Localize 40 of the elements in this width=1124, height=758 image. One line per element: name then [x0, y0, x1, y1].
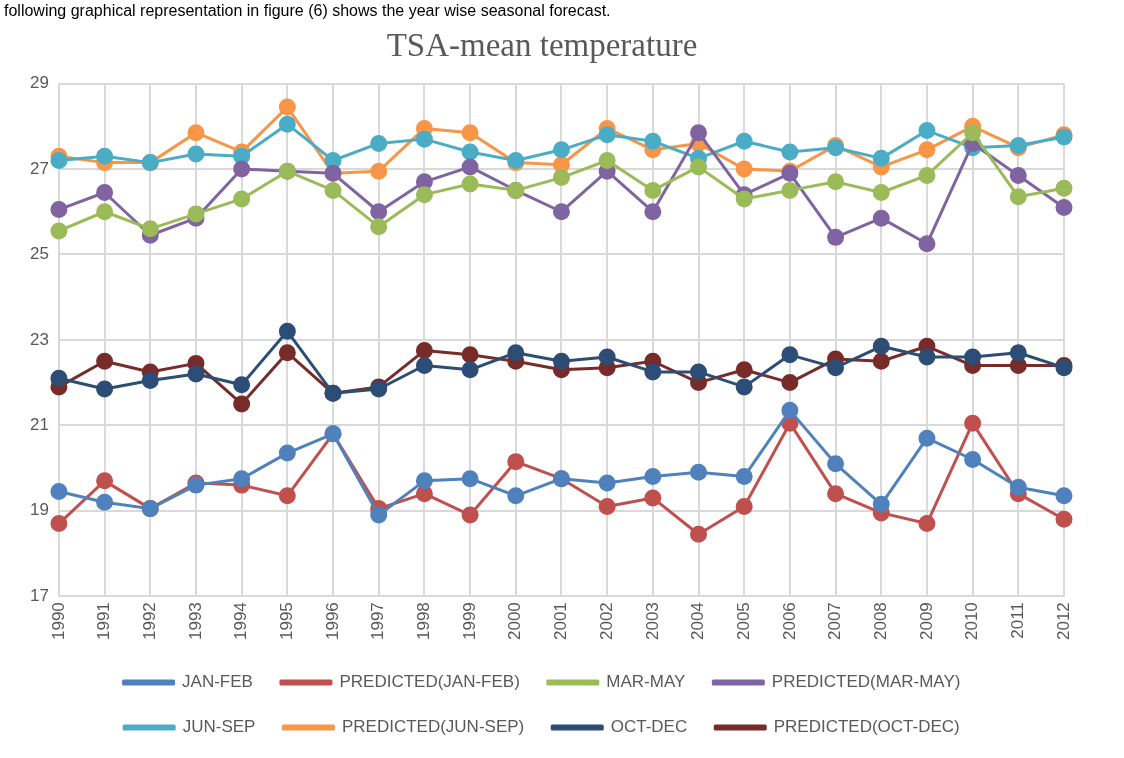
x-tick-label: 1990 [48, 602, 68, 641]
legend-label: OCT-DEC [610, 717, 688, 737]
x-tick-label: 2011 [1008, 602, 1027, 639]
x-tick-label: 1998 [414, 602, 434, 641]
x-tick-label: 2000 [505, 602, 525, 641]
x-tick-label: 1994 [231, 602, 251, 641]
x-tick-label: 1997 [368, 602, 388, 641]
legend-label: PREDICTED(OCT-DEC) [773, 717, 960, 737]
y-tick-label: 27 [29, 158, 49, 178]
legend-label: JAN-FEB [182, 672, 253, 692]
x-tick-label: 1991 [94, 602, 114, 641]
x-tick-label: 2002 [596, 602, 616, 641]
x-tick-label: 1993 [185, 602, 205, 641]
x-tick-label: 2007 [825, 602, 845, 641]
legend-label: MAR-MAY [606, 672, 686, 692]
y-tick-label: 29 [29, 73, 49, 93]
y-tick-label: 19 [29, 500, 49, 520]
y-tick-label: 17 [29, 585, 49, 605]
x-tick-label: 2008 [870, 602, 890, 641]
legend-label: PREDICTED(JUN-SEP) [341, 717, 525, 737]
x-tick-label: 1996 [322, 602, 342, 641]
x-tick-label: 1999 [459, 602, 479, 641]
x-tick-label: 1992 [139, 602, 159, 641]
legend-label: JUN-SEP [182, 717, 256, 737]
x-tick-label: 2010 [962, 602, 982, 641]
x-tick-label: 2001 [551, 602, 571, 641]
x-tick-label: 2005 [733, 602, 753, 641]
x-tick-label: 1995 [277, 602, 297, 641]
x-tick-label: 2009 [916, 602, 936, 641]
text: following graphical representation in figure (6) shows the year wise seasonal forecast. [3, 1, 612, 21]
chart-title: TSA-mean temperature [386, 27, 698, 64]
y-tick-label: 23 [29, 329, 49, 349]
legend-label: PREDICTED(MAR-MAY) [771, 672, 961, 692]
legend-label: PREDICTED(JAN-FEB) [339, 672, 520, 692]
x-tick-label: 2006 [779, 602, 799, 641]
x-tick-label: 2012 [1053, 602, 1073, 641]
y-tick-label: 21 [29, 415, 49, 435]
x-tick-label: 2004 [688, 602, 708, 641]
x-tick-label: 2003 [642, 602, 662, 641]
y-tick-label: 25 [29, 244, 49, 264]
